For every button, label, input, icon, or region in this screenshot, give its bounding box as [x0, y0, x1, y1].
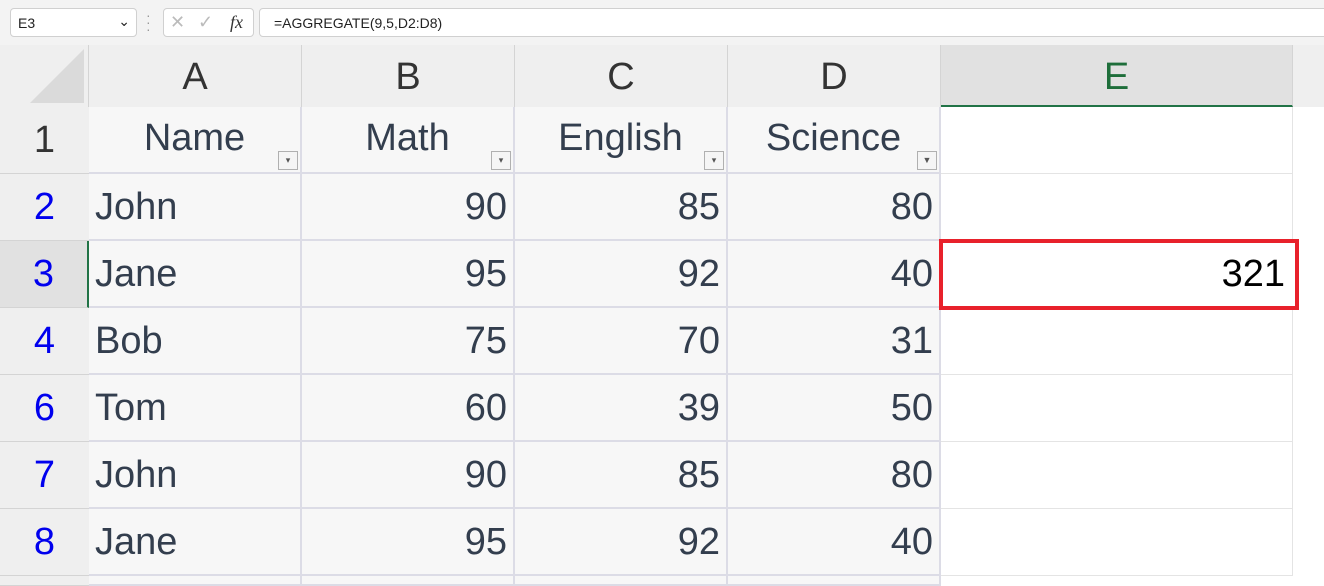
row-header-7[interactable]: 7: [0, 442, 89, 509]
column-header-d[interactable]: D: [728, 45, 941, 107]
confirm-icon[interactable]: ✓: [198, 12, 214, 32]
filter-dropdown-icon[interactable]: ▾: [704, 151, 724, 170]
cell[interactable]: 95: [302, 241, 515, 308]
cell[interactable]: 80: [728, 442, 941, 509]
fx-icon[interactable]: fx: [230, 12, 243, 32]
header-cell-english[interactable]: English ▾: [515, 107, 728, 174]
cell[interactable]: John: [89, 174, 302, 241]
column-header-e[interactable]: E: [941, 45, 1293, 107]
filter-dropdown-icon[interactable]: ▾: [278, 151, 298, 170]
row-header-4[interactable]: 4: [0, 308, 89, 375]
header-label: Math: [365, 117, 450, 159]
formula-input[interactable]: =AGGREGATE(9,5,D2:D8): [259, 8, 1324, 37]
chevron-down-icon[interactable]: ⌄: [118, 13, 130, 29]
cell[interactable]: 70: [515, 308, 728, 375]
column-header-c[interactable]: C: [515, 45, 728, 107]
cell[interactable]: 95: [302, 509, 515, 576]
selected-cell-e3[interactable]: 321: [939, 239, 1299, 310]
cell-e7[interactable]: [941, 442, 1293, 509]
cell[interactable]: [515, 576, 728, 586]
filter-active-icon[interactable]: ▼: [917, 151, 937, 170]
select-all-button[interactable]: [0, 45, 89, 107]
cell[interactable]: 60: [302, 375, 515, 442]
cell[interactable]: 40: [728, 509, 941, 576]
column-header-a[interactable]: A: [89, 45, 302, 107]
cell[interactable]: 31: [728, 308, 941, 375]
cell-e6[interactable]: [941, 375, 1293, 442]
cell[interactable]: 90: [302, 174, 515, 241]
cell-e1[interactable]: [941, 107, 1293, 174]
cell[interactable]: [302, 576, 515, 586]
name-box[interactable]: E3 ⌄: [10, 8, 137, 37]
filter-dropdown-icon[interactable]: ▾: [491, 151, 511, 170]
column-header-b[interactable]: B: [302, 45, 515, 107]
cell[interactable]: Jane: [89, 241, 302, 308]
cell[interactable]: [89, 576, 302, 586]
cell[interactable]: 90: [302, 442, 515, 509]
column-header-f[interactable]: [1293, 45, 1324, 107]
row-header-3[interactable]: 3: [0, 241, 89, 308]
cell[interactable]: 85: [515, 442, 728, 509]
cell[interactable]: Tom: [89, 375, 302, 442]
header-cell-name[interactable]: Name ▾: [89, 107, 302, 174]
header-label: English: [558, 117, 683, 159]
cell[interactable]: 75: [302, 308, 515, 375]
cell[interactable]: 50: [728, 375, 941, 442]
row-header-8[interactable]: 8: [0, 509, 89, 576]
header-cell-science[interactable]: Science ▼: [728, 107, 941, 174]
cell[interactable]: 39: [515, 375, 728, 442]
cell[interactable]: Jane: [89, 509, 302, 576]
cell-e2[interactable]: [941, 174, 1293, 241]
header-cell-math[interactable]: Math ▾: [302, 107, 515, 174]
cell-e8[interactable]: [941, 509, 1293, 576]
header-label: Science: [765, 117, 902, 159]
cell[interactable]: 92: [515, 241, 728, 308]
row-header-1[interactable]: 1: [0, 107, 89, 174]
cell[interactable]: John: [89, 442, 302, 509]
cell[interactable]: 92: [515, 509, 728, 576]
cell-e4[interactable]: [941, 308, 1293, 375]
name-box-value: E3: [18, 15, 36, 31]
cell[interactable]: [728, 576, 941, 586]
formula-buttons: ✕ ✓ fx: [163, 8, 254, 37]
header-label: Name: [143, 117, 246, 159]
cell[interactable]: 40: [728, 241, 941, 308]
row-header-6[interactable]: 6: [0, 375, 89, 442]
row-header-2[interactable]: 2: [0, 174, 89, 241]
cell[interactable]: 85: [515, 174, 728, 241]
cell[interactable]: 80: [728, 174, 941, 241]
cancel-icon[interactable]: ✕: [170, 12, 186, 32]
drag-handle-icon[interactable]: · · ·: [146, 7, 151, 37]
select-all-triangle-icon: [30, 49, 84, 103]
row-header-next[interactable]: [0, 576, 89, 586]
cell[interactable]: Bob: [89, 308, 302, 375]
